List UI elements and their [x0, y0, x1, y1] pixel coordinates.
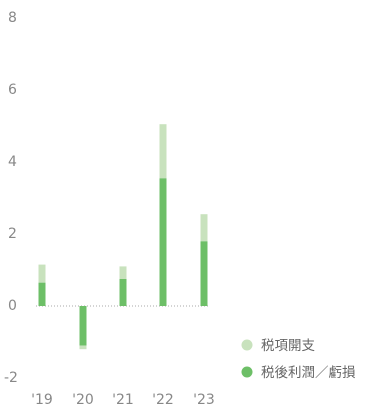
bar-tax-21: [119, 266, 127, 279]
x-axis-ticks: '19 '20 '21 '22 '23: [31, 392, 215, 408]
legend-label-profit: 税後利潤／虧損: [261, 365, 356, 381]
y-tick-label: -2: [4, 370, 18, 386]
y-tick-label: 4: [8, 154, 17, 170]
bar-tax-20: [79, 345, 87, 350]
legend-swatch-tax: [241, 339, 253, 351]
x-tick-label: '19: [31, 392, 53, 408]
bar-profit-20: [79, 306, 87, 346]
legend: 税項開支 税後利潤／虧損: [241, 338, 356, 381]
bar-tax-22: [159, 124, 167, 179]
y-tick-label: 0: [8, 298, 17, 314]
bar-profit-19: [38, 282, 46, 306]
x-tick-label: '22: [152, 392, 174, 408]
bar-group: [38, 124, 208, 350]
bar-profit-21: [119, 279, 127, 306]
legend-swatch-profit: [241, 366, 253, 378]
bar-tax-23: [200, 214, 208, 242]
x-tick-label: '23: [193, 392, 215, 408]
y-tick-label: 6: [8, 82, 17, 98]
bar-profit-23: [200, 241, 208, 306]
y-axis-ticks: 8 6 4 2 0 -2: [4, 10, 18, 386]
x-tick-label: '20: [72, 392, 94, 408]
bar-profit-22: [159, 178, 167, 306]
bar-tax-19: [38, 264, 46, 283]
y-tick-label: 8: [8, 10, 17, 26]
x-tick-label: '21: [112, 392, 134, 408]
y-tick-label: 2: [8, 226, 17, 242]
legend-label-tax: 税項開支: [261, 338, 315, 354]
